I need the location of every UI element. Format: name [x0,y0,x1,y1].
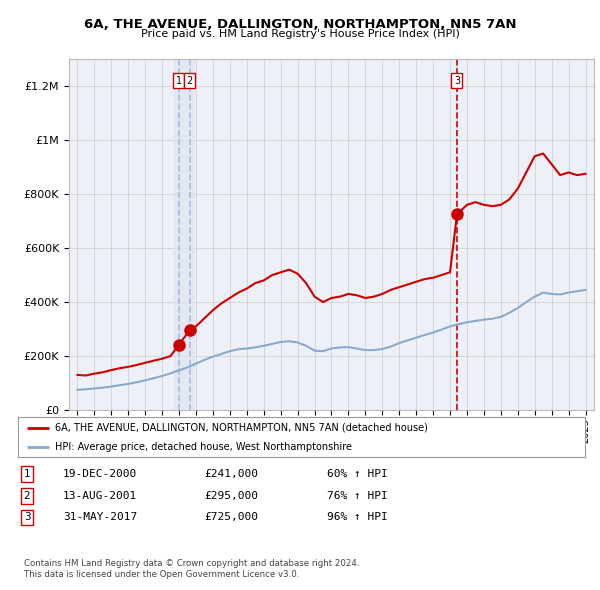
Text: £295,000: £295,000 [204,491,258,500]
Text: 60% ↑ HPI: 60% ↑ HPI [327,469,388,478]
Text: 3: 3 [454,76,460,86]
Text: This data is licensed under the Open Government Licence v3.0.: This data is licensed under the Open Gov… [24,571,299,579]
Text: 19-DEC-2000: 19-DEC-2000 [63,469,137,478]
Text: Contains HM Land Registry data © Crown copyright and database right 2024.: Contains HM Land Registry data © Crown c… [24,559,359,568]
Text: 6A, THE AVENUE, DALLINGTON, NORTHAMPTON, NN5 7AN: 6A, THE AVENUE, DALLINGTON, NORTHAMPTON,… [84,18,516,31]
Text: £725,000: £725,000 [204,513,258,522]
Text: 13-AUG-2001: 13-AUG-2001 [63,491,137,500]
Text: 31-MAY-2017: 31-MAY-2017 [63,513,137,522]
Text: HPI: Average price, detached house, West Northamptonshire: HPI: Average price, detached house, West… [55,442,352,452]
Text: 6A, THE AVENUE, DALLINGTON, NORTHAMPTON, NN5 7AN (detached house): 6A, THE AVENUE, DALLINGTON, NORTHAMPTON,… [55,423,428,433]
Text: 1: 1 [176,76,182,86]
Text: 76% ↑ HPI: 76% ↑ HPI [327,491,388,500]
Text: 2: 2 [187,76,193,86]
Bar [174,59,194,410]
Text: 1: 1 [23,469,31,478]
Text: 2: 2 [23,491,31,500]
Text: 3: 3 [23,513,31,522]
Text: £241,000: £241,000 [204,469,258,478]
Text: 96% ↑ HPI: 96% ↑ HPI [327,513,388,522]
Text: Price paid vs. HM Land Registry's House Price Index (HPI): Price paid vs. HM Land Registry's House … [140,29,460,39]
